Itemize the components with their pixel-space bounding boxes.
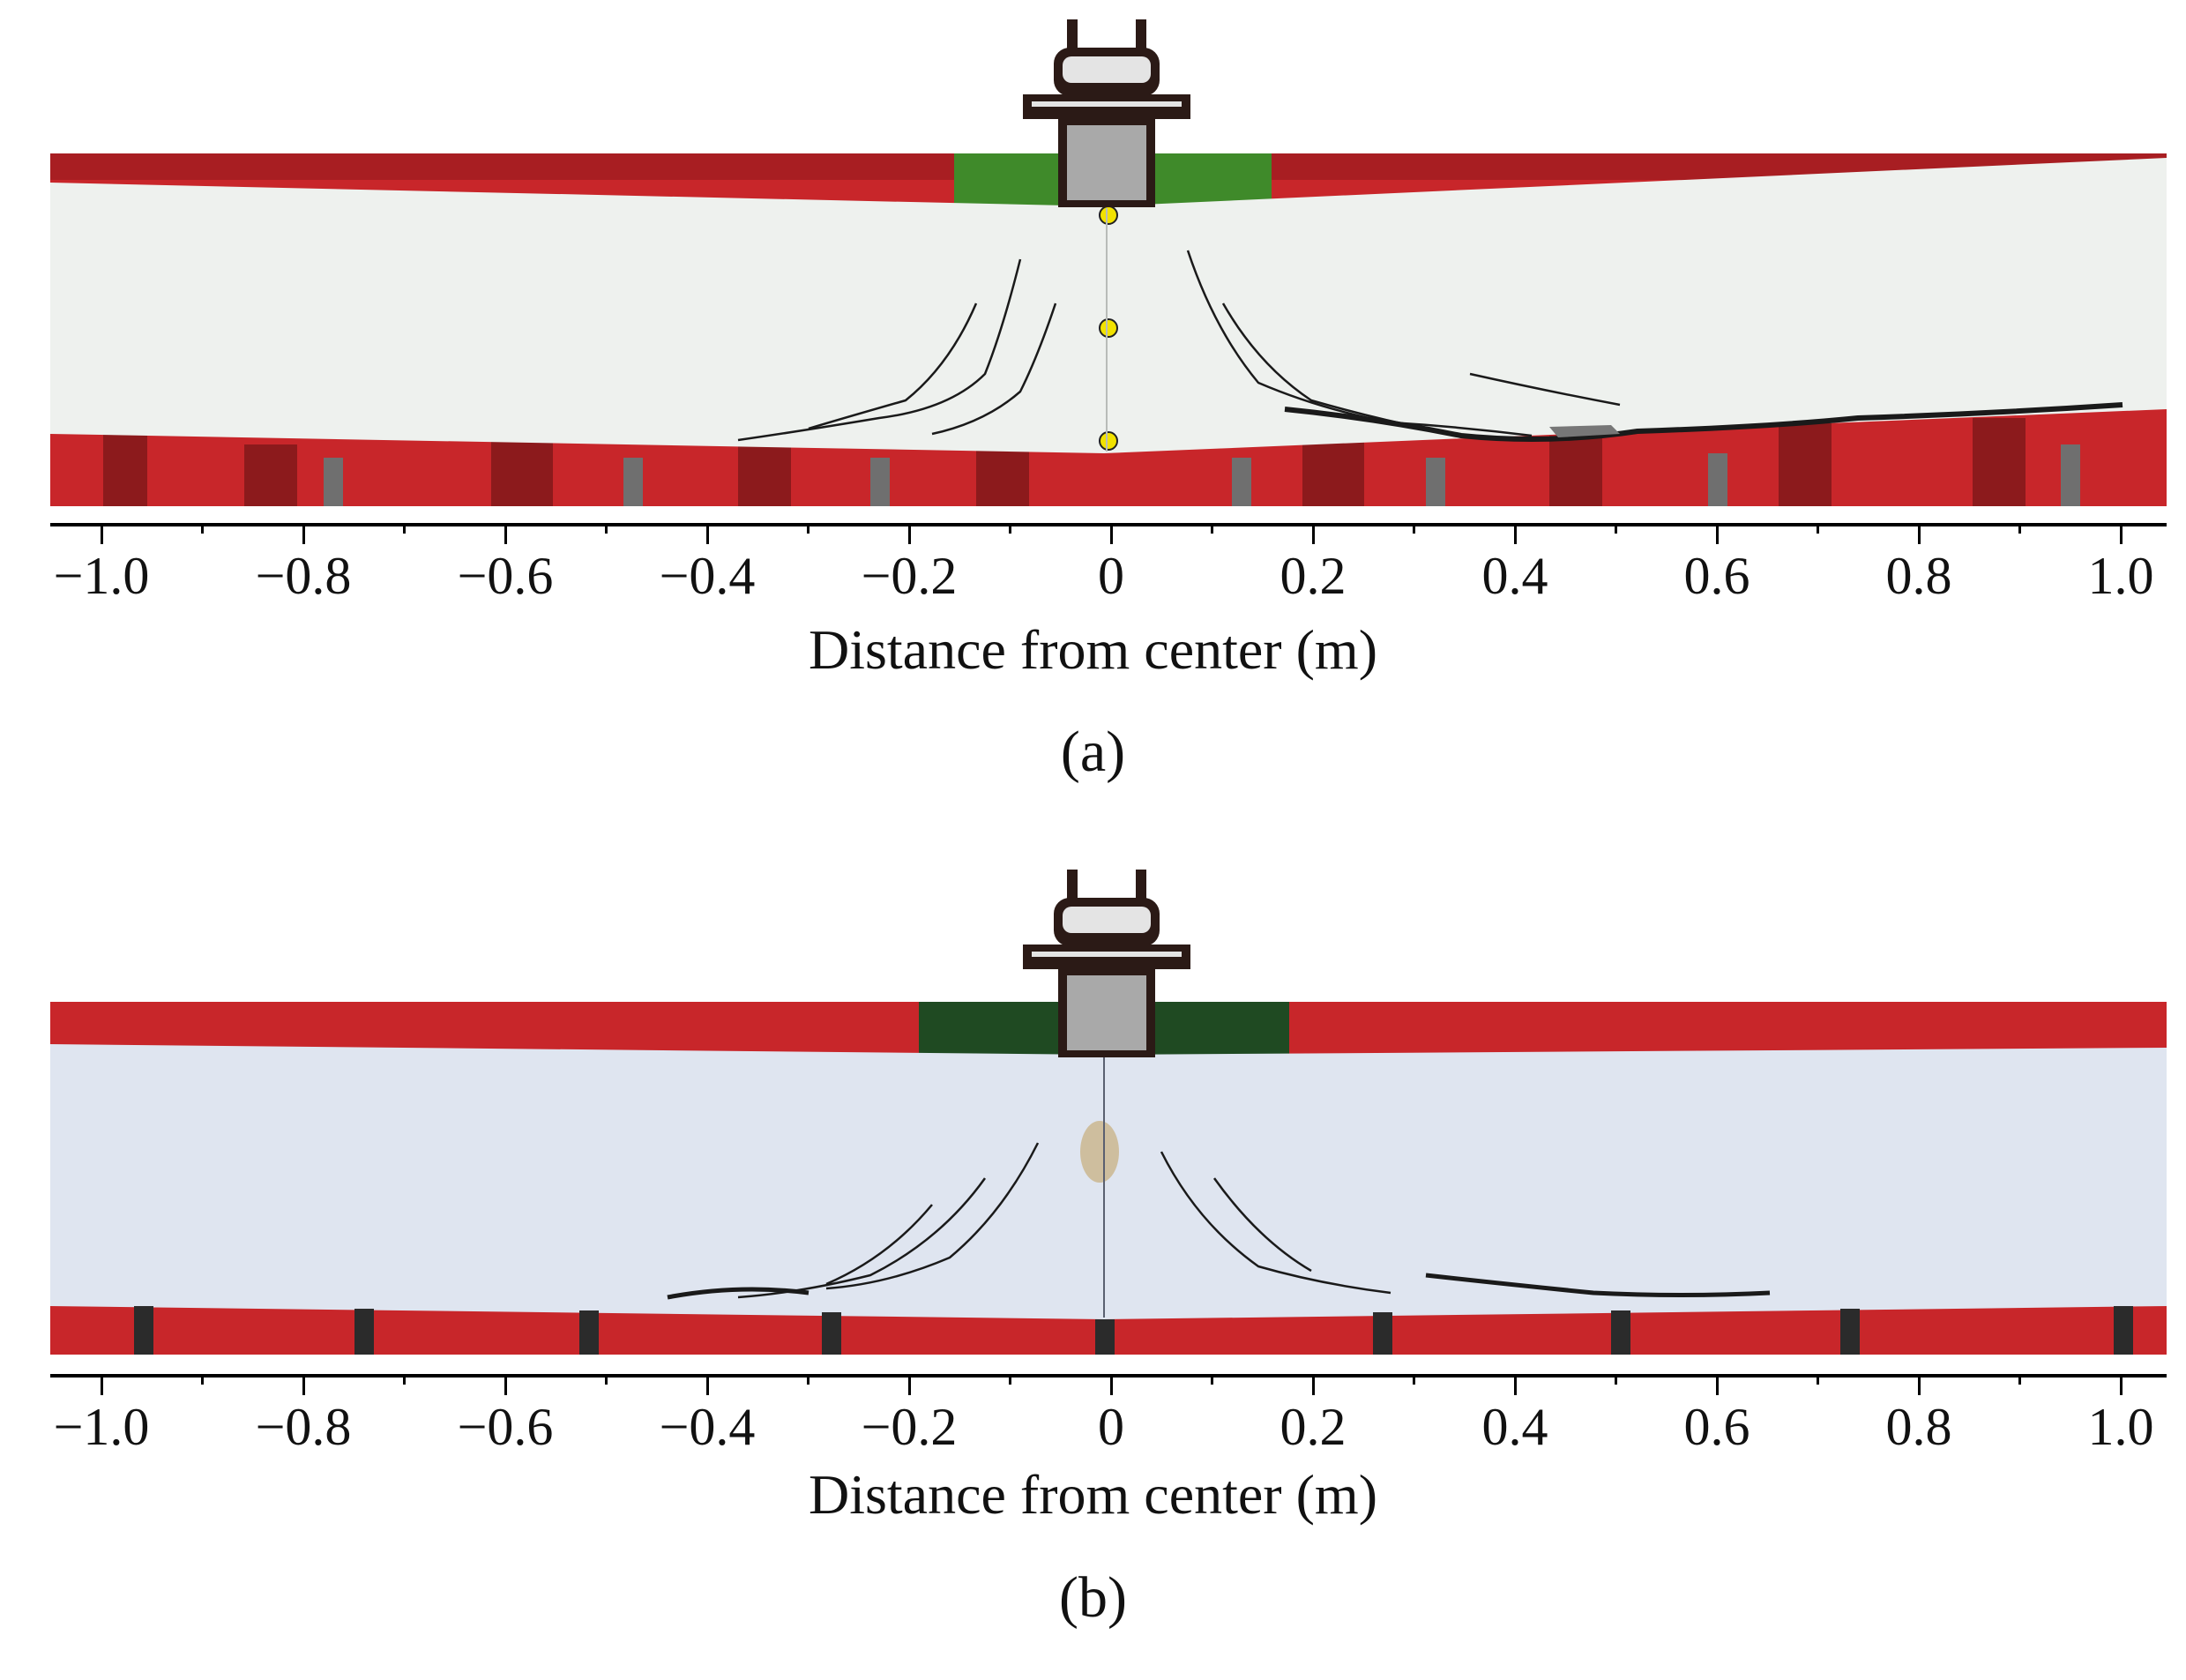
major-tick — [1109, 1374, 1113, 1395]
major-tick — [907, 1374, 911, 1395]
tick-label: 0 — [1098, 1398, 1124, 1456]
tick-label: 0.2 — [1280, 1398, 1347, 1456]
tick-label: −0.6 — [457, 1398, 554, 1456]
panel-a: −1.0 −0.8 −0.6 −0.4 −0.2 0 0.2 0.4 0.6 0.8 1.0 Dis… — [0, 0, 2186, 828]
tick-label: 1.0 — [2087, 547, 2154, 605]
tick-label: 1.0 — [2087, 1398, 2154, 1456]
major-tick — [1311, 523, 1315, 544]
minor-tick — [807, 1374, 809, 1385]
minor-tick — [605, 523, 608, 534]
major-tick — [504, 1374, 507, 1395]
tick-label: 0.8 — [1885, 547, 1952, 605]
tick-label: 0.6 — [1683, 547, 1750, 605]
x-axis-label-b: Distance from center (m) — [808, 1463, 1378, 1526]
major-tick — [1715, 523, 1719, 544]
minor-tick — [1615, 523, 1617, 534]
tick-label: −0.8 — [255, 1398, 352, 1456]
major-tick — [907, 523, 911, 544]
panel-label-b: (b) — [1059, 1565, 1127, 1630]
x-axis-label-a: Distance from center (m) — [808, 618, 1378, 681]
minor-tick — [1413, 1374, 1415, 1385]
tick-label: −1.0 — [53, 547, 150, 605]
major-tick — [1917, 1374, 1921, 1395]
tick-label: −0.2 — [861, 1398, 958, 1456]
major-tick — [302, 1374, 305, 1395]
minor-tick — [605, 1374, 608, 1385]
beam-photo-b-svg — [50, 1002, 2167, 1355]
minor-tick — [201, 1374, 204, 1385]
major-tick — [705, 523, 709, 544]
major-tick — [1513, 523, 1517, 544]
minor-tick — [2018, 523, 2021, 534]
tick-label: 0.2 — [1280, 547, 1347, 605]
tick-label: −1.0 — [53, 1398, 150, 1456]
major-tick — [100, 1374, 103, 1395]
tick-label: 0.6 — [1683, 1398, 1750, 1456]
minor-tick — [1413, 523, 1415, 534]
major-tick — [1917, 523, 1921, 544]
minor-tick — [1817, 523, 1819, 534]
tick-label: −0.6 — [457, 547, 554, 605]
major-tick — [2119, 1374, 2123, 1395]
major-tick — [1715, 1374, 1719, 1395]
beam-photo-a-svg — [50, 153, 2167, 506]
panel-b: −1.0 −0.8 −0.6 −0.4 −0.2 0 0.2 0.4 0.6 0.8 1.0 Dis… — [0, 852, 2186, 1680]
loading-actuator-a — [1023, 19, 1190, 207]
minor-tick — [1817, 1374, 1819, 1385]
tick-label: −0.2 — [861, 547, 958, 605]
minor-tick — [1211, 1374, 1213, 1385]
minor-tick — [403, 1374, 406, 1385]
x-axis-a-line — [50, 523, 2167, 526]
minor-tick — [1211, 523, 1213, 534]
major-tick — [705, 1374, 709, 1395]
panel-label-a: (a) — [1060, 720, 1126, 784]
loading-actuator-b — [1023, 870, 1190, 1057]
major-tick — [302, 523, 305, 544]
beam-photo-a — [50, 153, 2167, 506]
tick-label: −0.4 — [659, 547, 756, 605]
tick-label: 0 — [1098, 547, 1124, 605]
major-tick — [1109, 523, 1113, 544]
minor-tick — [807, 523, 809, 534]
minor-tick — [2018, 1374, 2021, 1385]
major-tick — [2119, 523, 2123, 544]
tick-label: −0.4 — [659, 1398, 756, 1456]
beam-photo-b — [50, 1002, 2167, 1355]
minor-tick — [1009, 1374, 1011, 1385]
minor-tick — [1009, 523, 1011, 534]
minor-tick — [201, 523, 204, 534]
tick-label: 0.4 — [1481, 547, 1548, 605]
tick-label: −0.8 — [255, 547, 352, 605]
minor-tick — [403, 523, 406, 534]
major-tick — [1513, 1374, 1517, 1395]
major-tick — [1311, 1374, 1315, 1395]
x-axis-b-line — [50, 1374, 2167, 1378]
tick-label: 0.4 — [1481, 1398, 1548, 1456]
minor-tick — [1615, 1374, 1617, 1385]
tick-label: 0.8 — [1885, 1398, 1952, 1456]
major-tick — [504, 523, 507, 544]
x-axis-a: −1.0 −0.8 −0.6 −0.4 −0.2 0 0.2 0.4 0.6 0.8 1.0 — [50, 523, 2167, 620]
x-axis-b: −1.0 −0.8 −0.6 −0.4 −0.2 0 0.2 0.4 0.6 0.8 1.0 — [50, 1374, 2167, 1471]
major-tick — [100, 523, 103, 544]
